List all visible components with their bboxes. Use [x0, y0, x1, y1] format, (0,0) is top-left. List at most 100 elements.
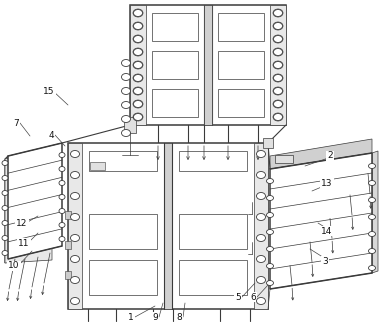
Ellipse shape [122, 129, 130, 136]
Ellipse shape [257, 193, 266, 200]
Ellipse shape [70, 276, 80, 283]
Polygon shape [270, 153, 372, 289]
Ellipse shape [266, 196, 274, 201]
Ellipse shape [266, 280, 274, 286]
Ellipse shape [59, 195, 65, 200]
Ellipse shape [59, 180, 65, 185]
Ellipse shape [368, 231, 376, 237]
Ellipse shape [368, 164, 376, 168]
Ellipse shape [70, 213, 80, 220]
Bar [218, 13, 264, 41]
Ellipse shape [70, 193, 80, 200]
Ellipse shape [70, 234, 80, 242]
Ellipse shape [274, 87, 282, 94]
Ellipse shape [274, 49, 282, 56]
Ellipse shape [133, 62, 143, 69]
Text: 12: 12 [16, 218, 28, 227]
Ellipse shape [133, 87, 143, 94]
Ellipse shape [266, 213, 274, 217]
Ellipse shape [133, 35, 143, 42]
Polygon shape [372, 151, 378, 273]
Ellipse shape [368, 214, 376, 219]
Ellipse shape [122, 87, 130, 94]
Bar [68, 143, 268, 309]
Text: 10: 10 [8, 261, 20, 270]
Ellipse shape [266, 263, 274, 268]
Ellipse shape [122, 116, 130, 122]
Bar [89, 260, 157, 295]
Bar [263, 138, 273, 148]
Bar [218, 89, 264, 117]
Text: 7: 7 [13, 118, 19, 127]
Text: 6: 6 [250, 293, 256, 302]
Bar [152, 89, 198, 117]
Ellipse shape [274, 35, 282, 42]
Ellipse shape [274, 114, 282, 120]
Ellipse shape [266, 178, 274, 183]
Ellipse shape [133, 114, 143, 120]
Text: 8: 8 [176, 312, 182, 321]
Ellipse shape [257, 213, 266, 220]
Bar [254, 143, 268, 309]
Bar [152, 13, 198, 41]
Ellipse shape [257, 256, 266, 262]
Ellipse shape [59, 222, 65, 227]
Ellipse shape [122, 102, 130, 109]
Text: 15: 15 [43, 86, 55, 96]
Ellipse shape [368, 198, 376, 203]
Ellipse shape [2, 161, 8, 166]
Ellipse shape [133, 101, 143, 108]
Polygon shape [5, 156, 8, 263]
Bar [65, 241, 71, 249]
Bar [124, 117, 136, 133]
Ellipse shape [368, 180, 376, 185]
Ellipse shape [59, 166, 65, 171]
Bar [218, 51, 264, 79]
Bar [65, 211, 71, 219]
Text: 13: 13 [321, 178, 333, 187]
Ellipse shape [70, 171, 80, 178]
Bar [89, 214, 157, 249]
Text: 11: 11 [18, 239, 30, 248]
Ellipse shape [133, 23, 143, 29]
Bar [204, 5, 212, 125]
Bar [152, 51, 198, 79]
Ellipse shape [257, 234, 266, 242]
Bar [179, 260, 247, 295]
Bar [89, 151, 157, 171]
Text: 9: 9 [152, 312, 158, 321]
Bar [68, 143, 82, 309]
Polygon shape [5, 146, 52, 263]
Ellipse shape [122, 73, 130, 80]
Bar [65, 271, 71, 279]
Bar [130, 5, 146, 125]
Ellipse shape [274, 10, 282, 17]
Ellipse shape [2, 220, 8, 225]
Ellipse shape [70, 151, 80, 158]
Ellipse shape [257, 171, 266, 178]
Ellipse shape [2, 206, 8, 211]
Ellipse shape [274, 62, 282, 69]
Ellipse shape [266, 247, 274, 252]
Ellipse shape [122, 60, 130, 67]
Ellipse shape [133, 74, 143, 81]
Ellipse shape [133, 10, 143, 17]
Text: 14: 14 [321, 226, 333, 235]
Ellipse shape [2, 191, 8, 196]
Bar [90, 162, 105, 170]
Ellipse shape [368, 249, 376, 254]
Bar [130, 5, 286, 125]
Ellipse shape [70, 298, 80, 305]
Text: 1: 1 [128, 312, 134, 321]
Ellipse shape [274, 74, 282, 81]
Bar [270, 5, 286, 125]
Ellipse shape [274, 101, 282, 108]
Bar [164, 143, 172, 309]
Ellipse shape [2, 235, 8, 241]
Bar [275, 155, 293, 163]
Polygon shape [8, 143, 62, 259]
Ellipse shape [257, 276, 266, 283]
Ellipse shape [266, 229, 274, 234]
Text: 5: 5 [235, 293, 241, 302]
Text: 2: 2 [327, 152, 333, 161]
